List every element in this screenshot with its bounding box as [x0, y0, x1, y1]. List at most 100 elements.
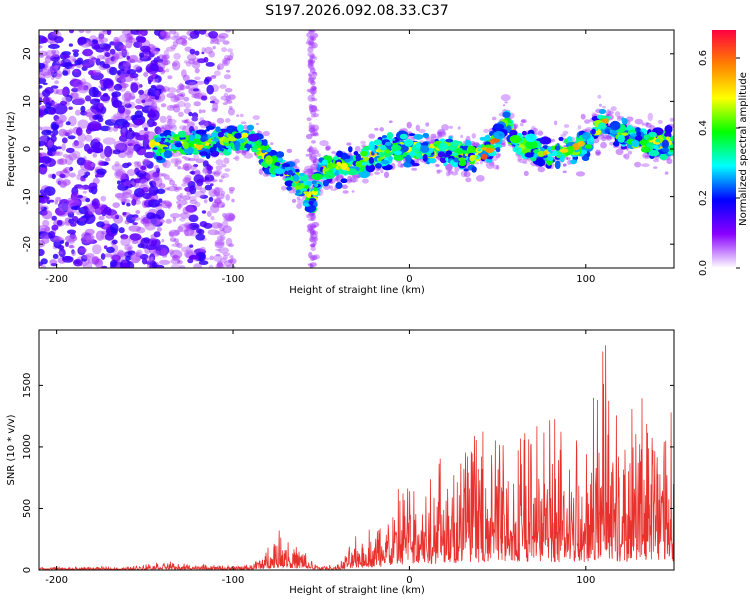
spectrogram-cell — [185, 204, 194, 213]
spectrogram-cell — [142, 192, 152, 200]
spectrogram-cell — [92, 177, 100, 185]
spectrogram-cell — [110, 259, 118, 268]
spectrogram-cell — [55, 120, 64, 124]
spectrogram-cell — [153, 231, 161, 238]
spectrogram-cell — [82, 48, 94, 57]
spectrogram-cell — [454, 165, 460, 173]
colorbar-label: Normalized spectral amplitude — [738, 72, 749, 226]
spectrogram-cell — [170, 158, 179, 164]
snr-x-tick-label: 100 — [576, 575, 595, 586]
spectrogram-cell — [104, 145, 113, 158]
spectrogram-cell — [110, 223, 119, 234]
spectrogram-cell — [176, 242, 183, 249]
spectrogram-cell — [495, 153, 501, 159]
spectrogram-cell — [167, 75, 173, 80]
spectrogram-cell — [649, 146, 654, 151]
spectrogram-cell — [209, 95, 217, 101]
spectrogram-cell — [609, 121, 621, 131]
spectrogram-cell — [215, 262, 225, 268]
spectrogram-cell — [69, 66, 75, 70]
spectrogram-cell — [143, 158, 149, 164]
spectrogram-cell — [106, 30, 112, 36]
spectrogram-x-tick-label: -200 — [45, 274, 68, 285]
spectrogram-cell — [227, 48, 234, 53]
spectrogram-cell — [598, 103, 603, 107]
spectrogram-cell — [228, 214, 236, 220]
spectrogram-cell — [185, 224, 191, 230]
spectrogram-cell — [64, 166, 71, 174]
spectrogram-cell — [187, 157, 196, 162]
spectrogram-cell — [104, 157, 111, 162]
spectrogram-cell — [340, 162, 349, 171]
spectrogram-cell — [309, 67, 316, 73]
spectrogram-cell — [39, 233, 51, 239]
spectrogram-cell — [79, 217, 87, 222]
chart-title: S197.2026.092.08.33.C37 — [265, 3, 448, 19]
spectrogram-cell — [532, 127, 538, 133]
spectrogram-cell — [502, 111, 511, 118]
spectrogram-cell — [220, 175, 225, 179]
colorbar-tick-label: 0.0 — [698, 260, 709, 276]
spectrogram-cell — [214, 241, 225, 249]
spectrogram-cell — [87, 204, 95, 215]
spectrogram-cell — [161, 173, 167, 177]
spectrogram-cell — [96, 221, 105, 228]
spectrogram-cell — [52, 253, 59, 259]
spectrogram-cell — [227, 148, 232, 153]
spectrogram-cell — [91, 42, 100, 50]
spectrogram-cell — [425, 122, 430, 127]
spectrogram-cell — [212, 102, 219, 111]
spectrogram-cell — [68, 106, 73, 110]
spectrogram-cell — [286, 148, 293, 153]
spectrogram-cell — [162, 37, 168, 42]
spectrogram-cell — [158, 30, 167, 40]
spectrogram-cell — [430, 133, 437, 139]
spectrogram-cell — [201, 95, 208, 101]
spectrogram-cell — [187, 207, 195, 214]
spectrogram-cell — [140, 237, 149, 249]
spectrogram-cell — [397, 162, 404, 168]
spectrogram-cell — [179, 192, 184, 198]
spectrogram-cell — [178, 83, 184, 91]
spectrogram-cell — [154, 95, 160, 100]
spectrogram-cell — [219, 148, 225, 152]
spectrogram-cell — [206, 165, 214, 171]
spectrogram-cell — [311, 189, 318, 196]
colorbar-tick-label: 0.2 — [698, 190, 709, 206]
spectrogram-cell — [185, 248, 194, 253]
spectrogram-cell — [199, 194, 209, 199]
spectrogram-cell — [78, 30, 85, 34]
spectrogram-cell — [55, 196, 62, 202]
spectrogram-cell — [154, 164, 160, 171]
spectrogram-cell — [168, 139, 174, 144]
spectrogram-cell — [104, 253, 113, 258]
spectrogram-cell — [627, 150, 633, 155]
spectrogram-cell — [184, 165, 190, 172]
spectrogram-cell — [601, 117, 609, 125]
spectrogram-cell — [502, 104, 506, 107]
spectrogram-cell — [201, 109, 206, 113]
spectrogram-cell — [457, 126, 461, 130]
spectrogram-cell — [133, 64, 141, 71]
spectrogram-cell — [139, 45, 151, 52]
spectrogram-cell — [100, 195, 107, 202]
spectrogram-cell — [252, 115, 260, 120]
spectrogram-cell — [158, 54, 165, 60]
spectrogram-cell — [310, 163, 318, 170]
spectrogram-cell — [159, 31, 166, 36]
spectrogram-cell — [355, 159, 367, 169]
spectrogram-cell — [104, 44, 111, 52]
spectrogram-cell — [165, 68, 170, 73]
spectrogram-cell — [209, 255, 214, 261]
spectrogram-cell — [146, 212, 157, 220]
spectrogram-cell — [166, 104, 175, 111]
spectrogram-cell — [112, 149, 121, 155]
spectrogram-cell — [125, 129, 136, 140]
spectrogram-cell — [204, 174, 215, 182]
spectrogram-cell — [76, 174, 82, 181]
spectrogram-cell — [160, 89, 167, 94]
spectrogram-cell — [185, 229, 190, 233]
spectrogram-cell — [39, 45, 43, 49]
